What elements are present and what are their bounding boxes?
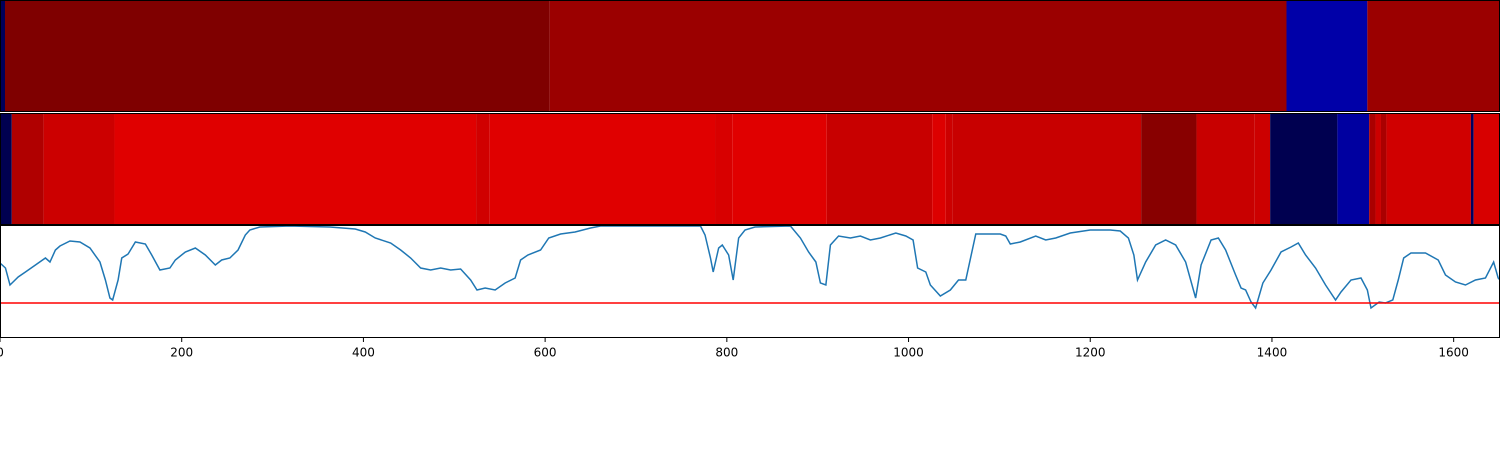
strip-segment — [489, 113, 716, 225]
strip-segment — [1470, 113, 1474, 225]
strip-segment — [732, 113, 827, 225]
strip-segment — [1367, 0, 1500, 112]
x-tick-label: 0 — [0, 346, 4, 360]
strip-segment — [1141, 113, 1197, 225]
x-tick-label: 1200 — [1075, 346, 1106, 360]
strip-segment — [952, 113, 1142, 225]
strip-segment — [0, 0, 5, 112]
x-tick-label: 400 — [352, 346, 375, 360]
strip-segment — [826, 113, 933, 225]
strip-segment — [1196, 113, 1255, 225]
strip-segment — [1386, 113, 1471, 225]
strip-segment — [1369, 113, 1376, 225]
strip-segment — [715, 113, 733, 225]
x-tick-label: 1000 — [893, 346, 924, 360]
strip-segment — [114, 113, 477, 225]
x-tick-label: 1400 — [1257, 346, 1288, 360]
strip-segment — [476, 113, 490, 225]
strip-segment — [1254, 113, 1271, 225]
x-tick-label: 200 — [170, 346, 193, 360]
panel-frame — [0, 225, 1500, 338]
strip-segment — [1337, 113, 1370, 225]
strip-segment — [11, 113, 44, 225]
strip-segment — [1286, 0, 1368, 112]
x-tick-label: 1600 — [1438, 346, 1469, 360]
line-series — [0, 225, 1500, 310]
strip-segment — [1380, 113, 1387, 225]
strip-segment — [4, 0, 550, 112]
x-tick-label: 600 — [534, 346, 557, 360]
strip-segment — [1375, 113, 1381, 225]
strip-segment — [1270, 113, 1338, 225]
x-tick-label: 800 — [715, 346, 738, 360]
strip-segment — [43, 113, 115, 225]
strip-segment — [932, 113, 946, 225]
strip-segment — [1473, 113, 1500, 225]
strip-segment — [0, 113, 12, 225]
strip-segment — [549, 0, 1287, 112]
strip-segment — [945, 113, 953, 225]
